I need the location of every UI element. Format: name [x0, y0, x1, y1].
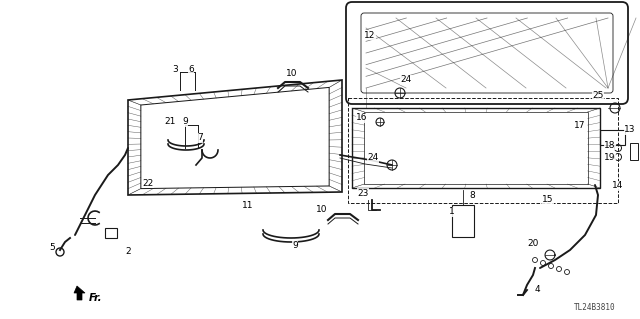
- Polygon shape: [74, 286, 85, 300]
- Text: 7: 7: [197, 133, 203, 143]
- Text: 14: 14: [612, 182, 624, 190]
- Text: 24: 24: [367, 153, 379, 162]
- Text: 21: 21: [164, 117, 176, 127]
- Text: 22: 22: [142, 179, 154, 188]
- Bar: [348, 98, 618, 203]
- Text: 5: 5: [49, 243, 55, 253]
- Text: 19: 19: [604, 153, 616, 162]
- Text: 9: 9: [182, 117, 188, 127]
- Text: 3: 3: [172, 65, 178, 75]
- Text: 10: 10: [316, 205, 328, 214]
- Text: 12: 12: [364, 31, 376, 40]
- Text: 13: 13: [624, 125, 636, 135]
- Circle shape: [557, 266, 561, 271]
- Text: 25: 25: [592, 92, 604, 100]
- Text: 24: 24: [401, 76, 412, 85]
- FancyBboxPatch shape: [346, 2, 628, 104]
- Text: 20: 20: [527, 240, 539, 249]
- Text: 9: 9: [292, 241, 298, 250]
- Text: 10: 10: [286, 69, 298, 78]
- Text: 15: 15: [542, 196, 554, 204]
- Text: 23: 23: [357, 189, 369, 197]
- Text: 16: 16: [356, 114, 368, 122]
- Text: Fr.: Fr.: [89, 293, 102, 303]
- Circle shape: [564, 270, 570, 275]
- Text: 6: 6: [188, 65, 194, 75]
- Bar: [452, 205, 474, 237]
- Text: 1: 1: [449, 207, 455, 217]
- Text: TL24B3810: TL24B3810: [574, 303, 616, 312]
- Circle shape: [532, 257, 538, 263]
- Circle shape: [541, 261, 545, 265]
- Text: 11: 11: [243, 201, 253, 210]
- FancyBboxPatch shape: [361, 13, 613, 93]
- Text: 2: 2: [125, 248, 131, 256]
- Text: 18: 18: [604, 140, 616, 150]
- Text: 4: 4: [534, 286, 540, 294]
- Text: 8: 8: [469, 190, 475, 199]
- Circle shape: [548, 263, 554, 269]
- Bar: [105, 228, 117, 238]
- Text: 17: 17: [574, 122, 586, 130]
